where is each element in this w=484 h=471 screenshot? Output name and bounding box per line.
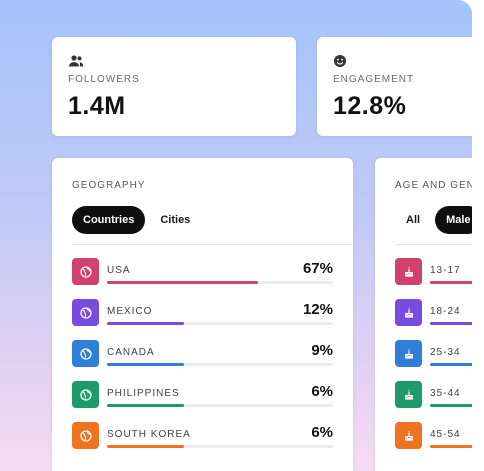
progress-track <box>107 322 333 325</box>
age-range: 18-24 <box>430 306 461 317</box>
followers-value: 1.4M <box>68 92 126 120</box>
country-row: SOUTH KOREA 6% <box>72 422 333 463</box>
country-name: PHILIPPINES <box>107 388 180 399</box>
progress-track <box>107 445 333 448</box>
followers-card: FOLLOWERS 1.4M <box>52 37 296 136</box>
tab-all[interactable]: All <box>406 214 421 226</box>
globe-icon <box>72 422 99 449</box>
users-icon <box>69 55 84 67</box>
age-range: 35-44 <box>430 388 461 399</box>
progress-fill <box>430 322 472 325</box>
country-row: MEXICO 12% <box>72 299 333 340</box>
smiley-icon <box>334 55 346 67</box>
cake-icon <box>395 258 422 285</box>
progress-track <box>430 363 472 366</box>
engagement-value: 12.8% <box>333 92 407 120</box>
country-percent: 6% <box>311 424 333 441</box>
divider <box>72 244 353 245</box>
country-name: USA <box>107 265 131 276</box>
progress-fill <box>430 445 472 448</box>
progress-track <box>430 445 472 448</box>
age-row: 45-54 <box>395 422 472 463</box>
age-row: 18-24 <box>395 299 472 340</box>
progress-fill <box>107 445 184 448</box>
globe-icon <box>72 340 99 367</box>
progress-track <box>107 363 333 366</box>
tab-male[interactable]: Male <box>435 206 472 234</box>
country-name: SOUTH KOREA <box>107 429 191 440</box>
country-list: USA 67% MEXICO 12% CANADA 9% PHILIPPINES 6% SOUT… <box>72 258 333 463</box>
tab-countries[interactable]: Countries <box>72 206 146 234</box>
progress-track <box>430 322 472 325</box>
progress-fill <box>107 322 184 325</box>
geography-card: GEOGRAPHY Countries Cities USA 67% MEXICO 1… <box>52 158 353 471</box>
progress-track <box>107 404 333 407</box>
progress-track <box>107 281 333 284</box>
cake-icon <box>395 340 422 367</box>
progress-fill <box>430 404 472 407</box>
country-percent: 9% <box>311 342 333 359</box>
country-row: CANADA 9% <box>72 340 333 381</box>
country-percent: 6% <box>311 383 333 400</box>
progress-fill <box>430 363 472 366</box>
progress-fill <box>107 363 184 366</box>
geography-tabs: Countries Cities <box>72 206 201 234</box>
age-row: 35-44 <box>395 381 472 422</box>
globe-icon <box>72 258 99 285</box>
tab-cities[interactable]: Cities <box>160 214 191 226</box>
country-name: CANADA <box>107 347 155 358</box>
cake-icon <box>395 299 422 326</box>
age-range: 25-34 <box>430 347 461 358</box>
country-percent: 67% <box>302 260 333 277</box>
globe-icon <box>72 299 99 326</box>
age-row: 13-17 <box>395 258 472 299</box>
country-row: USA 67% <box>72 258 333 299</box>
progress-track <box>430 281 472 284</box>
cake-icon <box>395 381 422 408</box>
age-list: 13-17 18-24 25-34 35-44 45-54 <box>395 258 472 463</box>
age-range: 45-54 <box>430 429 461 440</box>
age-range: 13-17 <box>430 265 461 276</box>
country-row: PHILIPPINES 6% <box>72 381 333 422</box>
followers-label: FOLLOWERS <box>68 74 140 85</box>
dashboard-background: FOLLOWERS 1.4M ENGAGEMENT 12.8% GEOGRAPH… <box>0 0 472 471</box>
age-row: 25-34 <box>395 340 472 381</box>
progress-fill <box>107 281 259 284</box>
divider <box>395 244 472 245</box>
gender-tabs: All Male <box>395 206 472 234</box>
age-gender-title: AGE AND GENDER <box>395 180 472 191</box>
engagement-card: ENGAGEMENT 12.8% <box>317 37 472 136</box>
cake-icon <box>395 422 422 449</box>
country-percent: 12% <box>302 301 333 318</box>
country-name: MEXICO <box>107 306 153 317</box>
progress-fill <box>107 404 184 407</box>
engagement-label: ENGAGEMENT <box>333 74 415 85</box>
progress-fill <box>430 281 472 284</box>
geography-title: GEOGRAPHY <box>72 180 146 191</box>
progress-track <box>430 404 472 407</box>
globe-icon <box>72 381 99 408</box>
age-gender-card: AGE AND GENDER All Male 13-17 18-24 25-34 3… <box>375 158 472 471</box>
